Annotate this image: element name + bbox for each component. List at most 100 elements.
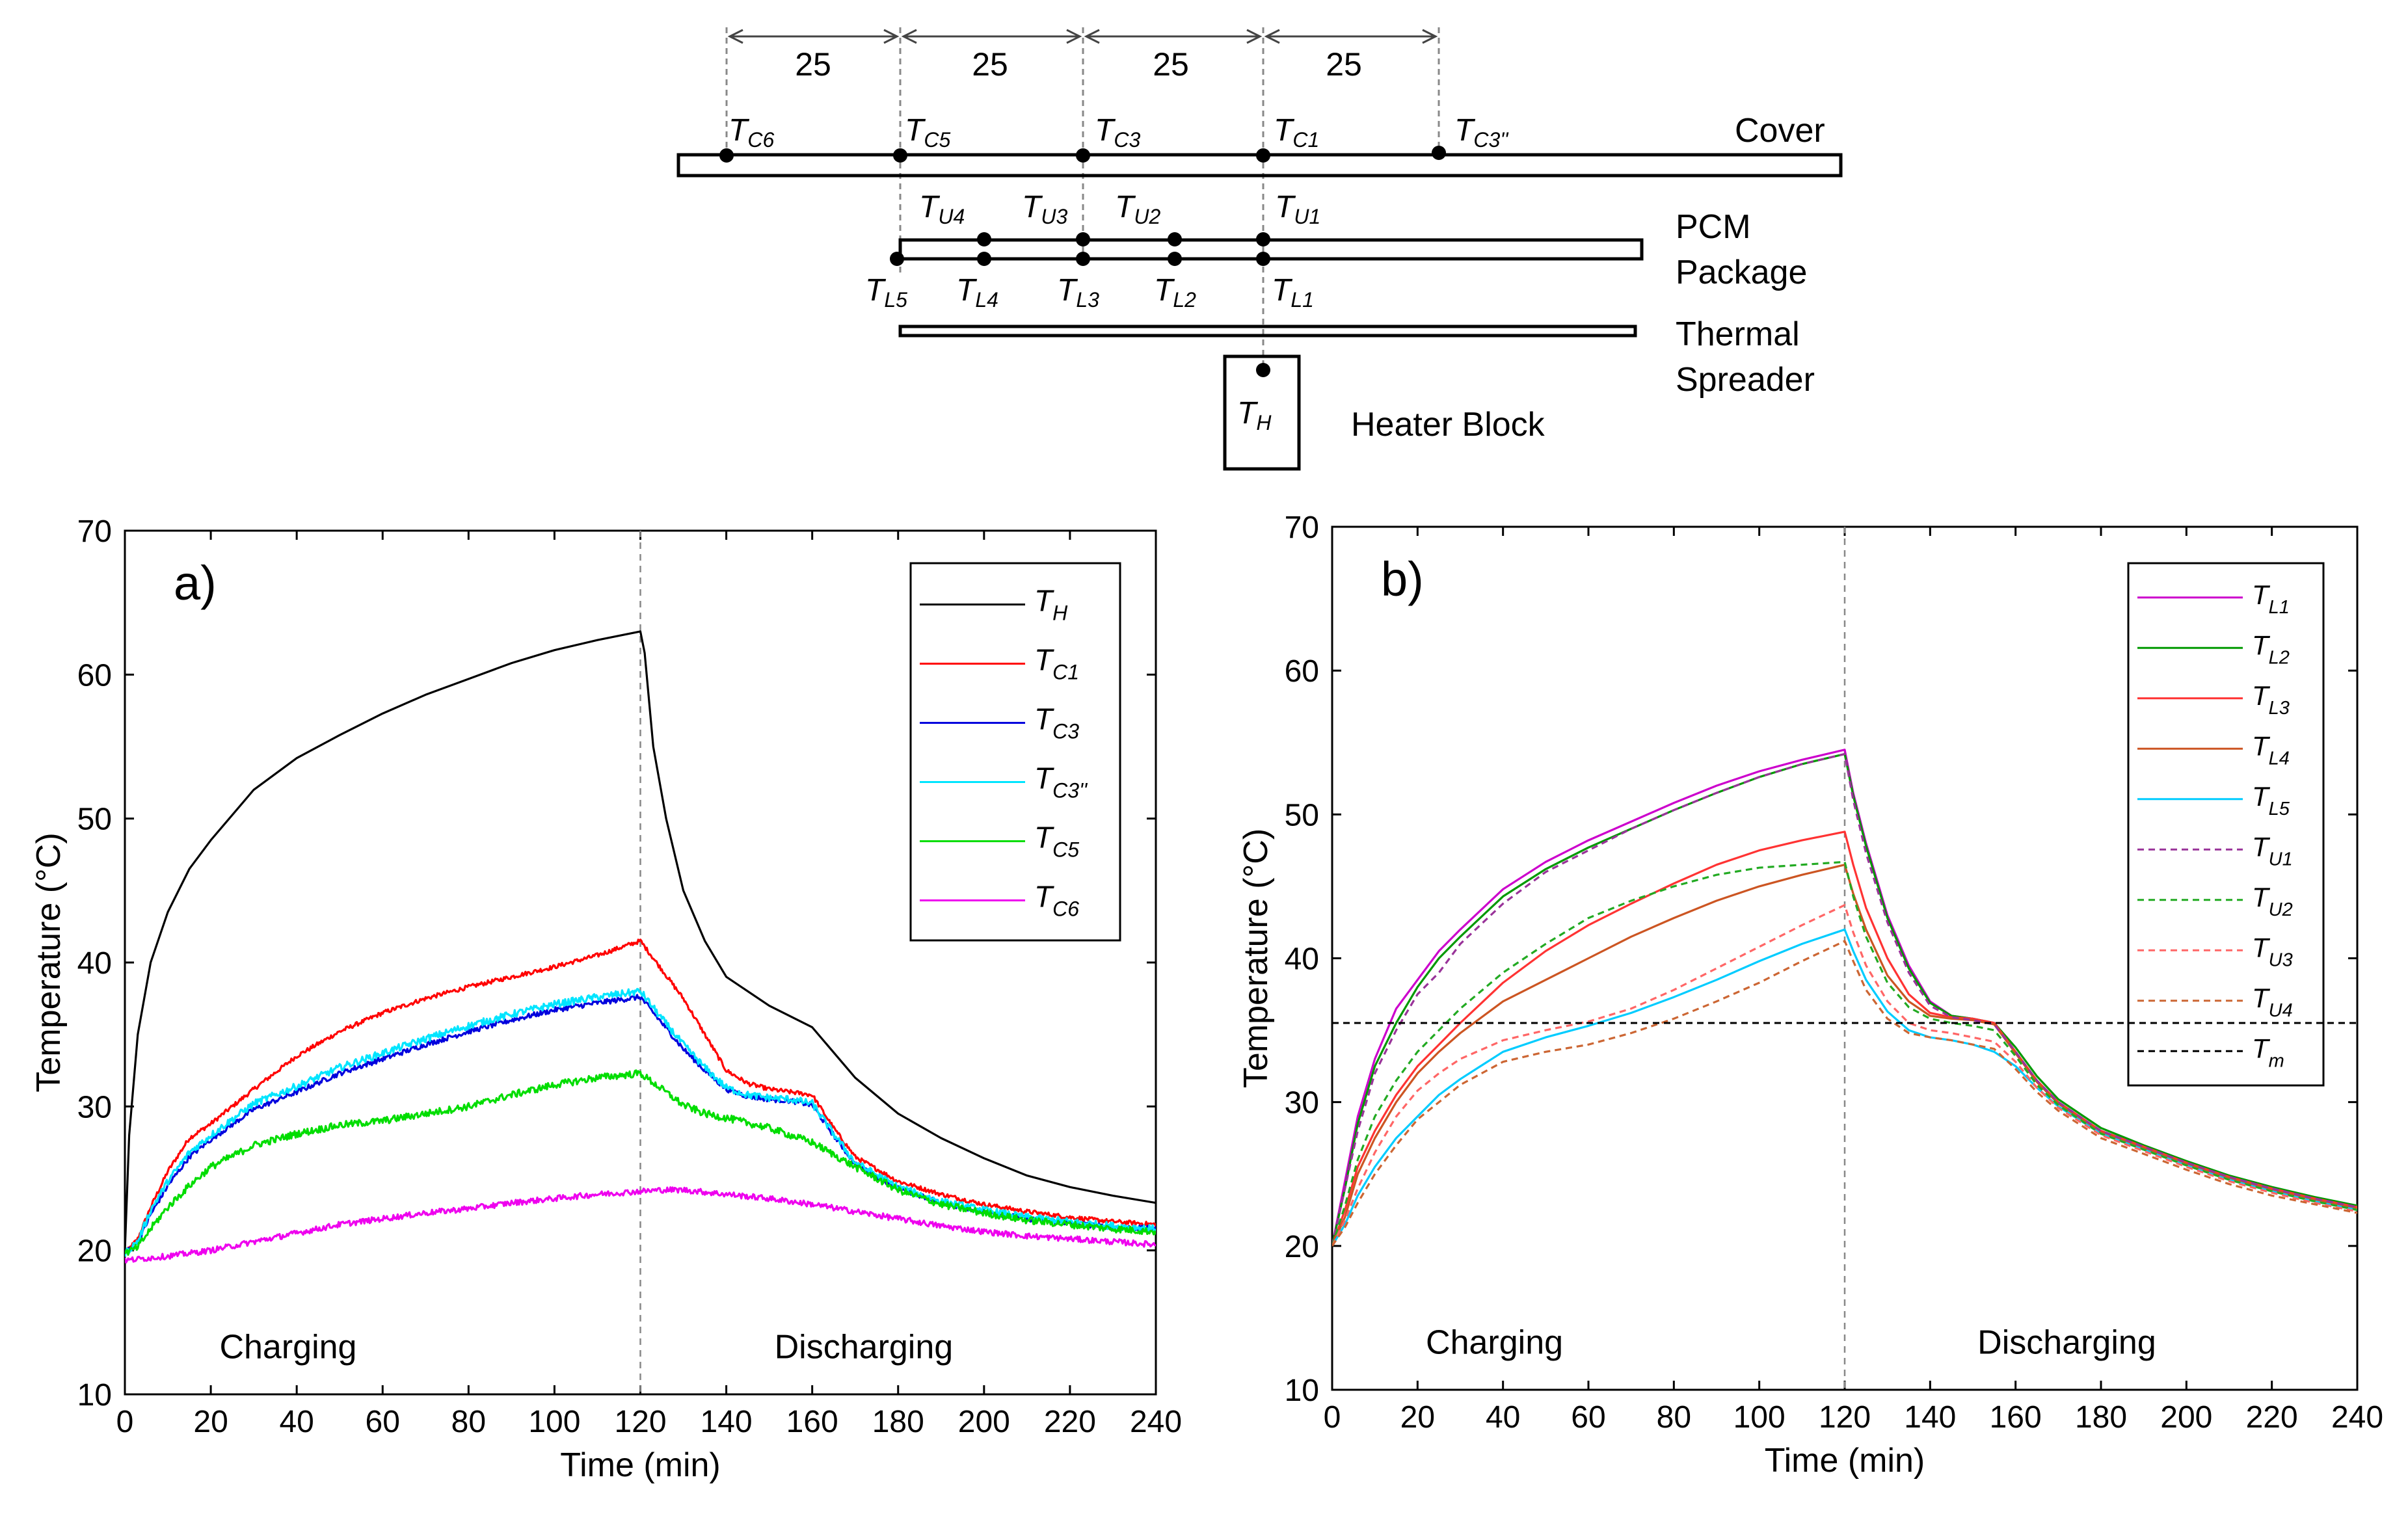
x-tick-label: 180 bbox=[872, 1405, 924, 1439]
sensor-label-c3pp: TC3'' bbox=[1454, 113, 1509, 152]
y-axis-label: Temperature (°C) bbox=[30, 832, 68, 1092]
sensor-symbol: T bbox=[1095, 113, 1116, 148]
legend-symbol: T bbox=[2252, 680, 2271, 711]
legend-subscript: U1 bbox=[2269, 849, 2293, 870]
sensor-symbol: T bbox=[865, 273, 887, 308]
legend-symbol: T bbox=[2252, 579, 2271, 610]
series-line-h bbox=[125, 630, 1156, 1251]
x-tick-label: 140 bbox=[1904, 1400, 1956, 1435]
sensor-dot bbox=[1256, 148, 1270, 163]
sensor-symbol: T bbox=[956, 273, 978, 308]
x-tick-label: 180 bbox=[2075, 1400, 2127, 1435]
sensor-dot bbox=[977, 232, 991, 246]
spreader-label-line1: Thermal bbox=[1676, 315, 1800, 353]
x-tick-label: 0 bbox=[1324, 1400, 1341, 1435]
x-tick-label: 80 bbox=[1657, 1400, 1691, 1435]
sensor-dot bbox=[719, 148, 734, 163]
y-tick-label: 70 bbox=[1285, 511, 1319, 545]
spacing-label: 25 bbox=[1326, 46, 1362, 83]
legend-subscript: m bbox=[2269, 1050, 2284, 1071]
sensor-subscript: H bbox=[1256, 411, 1272, 434]
spacing-label: 25 bbox=[972, 46, 1008, 83]
x-tick-label: 100 bbox=[528, 1405, 580, 1439]
sensor-subscript: U3 bbox=[1041, 205, 1067, 228]
x-tick-label: 200 bbox=[2160, 1400, 2212, 1435]
series-group bbox=[1332, 749, 2357, 1247]
panel-label: b) bbox=[1381, 552, 1424, 606]
sensor-symbol: T bbox=[1275, 190, 1296, 224]
sensor-dot bbox=[1256, 252, 1270, 266]
spacing-label: 25 bbox=[795, 46, 831, 83]
sensor-label-u3: TU3 bbox=[1022, 190, 1067, 228]
x-tick-label: 0 bbox=[116, 1405, 134, 1439]
legend-symbol: T bbox=[1034, 762, 1054, 795]
legend-label: TC5 bbox=[1034, 821, 1079, 862]
heater-block bbox=[1223, 354, 1301, 471]
legend-label: TC3'' bbox=[1034, 762, 1088, 803]
sensor-dot bbox=[893, 148, 907, 163]
sensor-dot bbox=[1256, 232, 1270, 246]
y-tick-label: 20 bbox=[77, 1234, 112, 1269]
legend-symbol: T bbox=[2252, 932, 2271, 963]
sensor-label-h: TH bbox=[1237, 396, 1272, 434]
chart-panel-b: 0 20 40 60 80 100 120 140 160 180 200 220 240 10 20 30 4… bbox=[1237, 511, 2383, 1480]
sensor-dot bbox=[1256, 363, 1270, 377]
sensor-symbol: T bbox=[1274, 113, 1295, 148]
sensor-label-c1: TC1 bbox=[1274, 113, 1319, 152]
dimension-arrows bbox=[727, 29, 1438, 44]
y-tick-label: 60 bbox=[77, 658, 112, 693]
sensor-symbol: T bbox=[1454, 113, 1476, 148]
sensor-dot bbox=[1076, 252, 1090, 266]
x-tick-label: 80 bbox=[451, 1405, 486, 1439]
sensor-label-c5: TC5 bbox=[905, 113, 950, 152]
sensor-subscript: U4 bbox=[938, 205, 965, 228]
y-tick-label: 20 bbox=[1285, 1230, 1319, 1264]
x-tick-label: 160 bbox=[1990, 1400, 2042, 1435]
discharging-annotation: Discharging bbox=[775, 1329, 954, 1366]
sensor-subscript: C6 bbox=[747, 128, 774, 152]
sensor-subscript: C1 bbox=[1292, 128, 1319, 152]
series-line-c1 bbox=[125, 938, 1156, 1255]
sensor-subscript: C3'' bbox=[1473, 128, 1509, 152]
y-tick-label: 30 bbox=[77, 1090, 112, 1124]
legend-label: TC3 bbox=[1034, 702, 1079, 743]
legend-symbol: T bbox=[2252, 730, 2271, 761]
spacing-label: 25 bbox=[1153, 46, 1189, 83]
y-tick-label: 40 bbox=[1285, 942, 1319, 977]
legend-symbol: T bbox=[1034, 880, 1054, 914]
sensor-label-l4: TL4 bbox=[956, 273, 998, 312]
series-line-c6 bbox=[125, 1186, 1156, 1264]
legend-symbol: T bbox=[2252, 831, 2271, 862]
legend-subscript: L3 bbox=[2269, 698, 2290, 719]
sensor-dot bbox=[1076, 148, 1090, 163]
x-tick-label: 40 bbox=[1486, 1400, 1520, 1435]
sensor-symbol: T bbox=[1057, 273, 1078, 308]
pcm-package bbox=[898, 238, 1644, 261]
legend-label: TU1 bbox=[2252, 831, 2293, 870]
y-tick-label: 40 bbox=[77, 946, 112, 981]
series-line-l4 bbox=[1332, 864, 2357, 1247]
sensor-label-l5: TL5 bbox=[865, 273, 907, 312]
legend-label: TH bbox=[1034, 584, 1068, 625]
x-tick-label: 220 bbox=[1044, 1405, 1096, 1439]
sensor-label-l1: TL1 bbox=[1272, 273, 1314, 312]
x-tick-label: 60 bbox=[1571, 1400, 1605, 1435]
legend-subscript: L5 bbox=[2269, 799, 2290, 819]
x-tick-label: 140 bbox=[701, 1405, 753, 1439]
schematic-text: 25 25 25 25 TC6 TC5 TC3 TC1 TC3'' TU4 TU… bbox=[729, 46, 1825, 444]
chart-panel-a: 0 20 40 60 80 100 120 140 160 180 200 220 240 10 20 30 4… bbox=[30, 514, 1182, 1484]
arrow-head bbox=[1422, 29, 1438, 44]
x-tick-label: 120 bbox=[614, 1405, 666, 1439]
arrow-head bbox=[1084, 29, 1100, 44]
sensor-symbol: T bbox=[1154, 273, 1175, 308]
sensor-dot bbox=[977, 252, 991, 266]
sensor-symbol: T bbox=[1272, 273, 1293, 308]
arrow-head bbox=[1246, 29, 1263, 44]
arrow-head bbox=[883, 29, 900, 44]
sensor-symbol: T bbox=[905, 113, 926, 148]
sensor-symbol: T bbox=[1022, 190, 1043, 224]
legend-box bbox=[2127, 562, 2325, 1087]
sensor-subscript: L5 bbox=[884, 288, 907, 312]
series-group bbox=[125, 630, 1156, 1264]
